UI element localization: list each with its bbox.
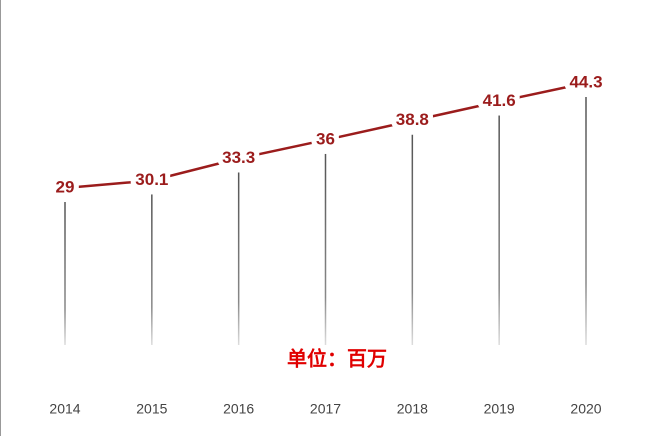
x-tick-label: 2015 xyxy=(136,401,167,417)
value-label: 33.3 xyxy=(222,148,255,167)
drop-line xyxy=(411,134,414,345)
value-label: 44.3 xyxy=(569,72,602,91)
trend-line xyxy=(64,81,587,190)
unit-annotation: 单位：百万 xyxy=(287,347,387,371)
drop-line xyxy=(498,115,500,345)
drop-line xyxy=(151,194,153,345)
x-tick-label: 2017 xyxy=(310,401,341,417)
value-label: 29 xyxy=(56,177,75,196)
x-tick-label: 2019 xyxy=(484,401,515,417)
value-label: 30.1 xyxy=(135,170,168,189)
drop-line xyxy=(237,172,240,345)
drop-line xyxy=(324,153,327,345)
drop-line xyxy=(585,97,587,345)
value-label: 38.8 xyxy=(396,110,429,129)
x-tick-label: 2014 xyxy=(49,401,80,417)
x-tick-label: 2020 xyxy=(570,401,601,417)
value-label: 41.6 xyxy=(483,91,516,110)
x-tick-label: 2018 xyxy=(397,401,428,417)
x-tick-label: 2016 xyxy=(223,401,254,417)
drop-line xyxy=(64,202,66,345)
value-label: 36 xyxy=(316,129,335,148)
